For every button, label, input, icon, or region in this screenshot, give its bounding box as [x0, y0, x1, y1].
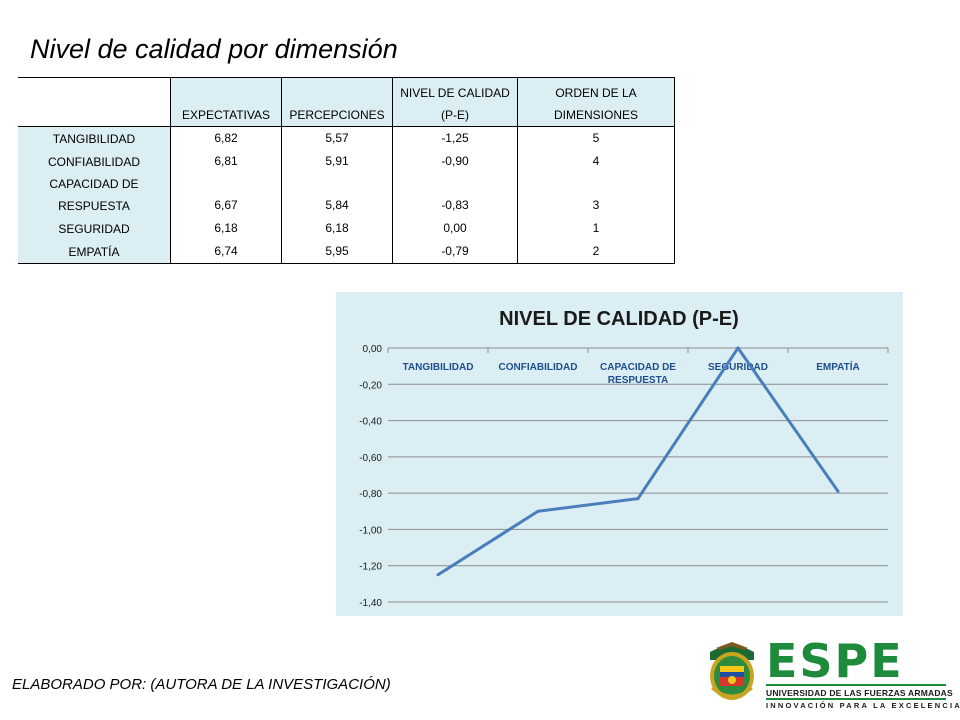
row-name: TANGIBILIDAD [18, 126, 171, 150]
y-tick-label: -0,60 [359, 453, 382, 464]
data-point [736, 346, 740, 350]
data-point [436, 573, 440, 577]
quality-table: EXPECTATIVAS PERCEPCIONES NIVEL DE CALID… [18, 77, 675, 264]
y-tick-label: 0,00 [363, 344, 383, 355]
row-percepciones: 5,57 [281, 126, 393, 150]
espe-logo-tagline: INNOVACIÓN PARA LA EXCELENCIA [766, 698, 960, 710]
row-percepciones: 5,91 [281, 150, 393, 173]
row-expectativas: 6,82 [170, 126, 282, 150]
espe-logo-subtitle: UNIVERSIDAD DE LAS FUERZAS ARMADAS [766, 684, 953, 698]
header-nivel-calidad: NIVEL DE CALIDAD (P-E) [392, 77, 518, 127]
header-orden: ORDEN DE LA DIMENSIONES [517, 77, 675, 127]
row-orden: 1 [517, 217, 675, 240]
chart-series [436, 346, 840, 577]
row-expectativas: 6,67 [170, 173, 282, 217]
row-orden: 3 [517, 173, 675, 217]
x-category-label: CONFIABILIDAD [499, 362, 578, 373]
header-orden-line-1: ORDEN DE LA [555, 86, 637, 100]
header-blank-cell [18, 77, 171, 127]
row-percepciones: 5,95 [281, 240, 393, 264]
header-expectativas: EXPECTATIVAS [170, 77, 282, 127]
x-category-label: SEGURIDAD [708, 362, 768, 373]
row-name: CAPACIDAD DE RESPUESTA [18, 173, 171, 217]
row-name-line-1: CAPACIDAD DE [49, 177, 139, 191]
row-name: CONFIABILIDAD [18, 150, 171, 173]
espe-seal-icon [710, 642, 754, 700]
table-row: EMPATÍA 6,74 5,95 -0,79 2 [18, 240, 675, 264]
row-orden: 4 [517, 150, 675, 173]
row-percepciones: 6,18 [281, 217, 393, 240]
espe-logo: ESPE UNIVERSIDAD DE LAS FUERZAS ARMADAS … [700, 634, 960, 710]
quality-line-chart: NIVEL DE CALIDAD (P-E) 0,00 -0,20 -0,40 -0,… [336, 292, 903, 616]
header-percepciones: PERCEPCIONES [281, 77, 393, 127]
data-point [636, 497, 640, 501]
row-name: EMPATÍA [18, 240, 171, 264]
table-header-row: EXPECTATIVAS PERCEPCIONES NIVEL DE CALID… [18, 77, 675, 127]
row-nivel: -1,25 [392, 126, 518, 150]
data-point [536, 509, 540, 513]
header-nivel-line-1: NIVEL DE CALIDAD [400, 86, 510, 100]
row-orden: 2 [517, 240, 675, 264]
chart-x-axis: TANGIBILIDAD CONFIABILIDAD CAPACIDAD DE RES… [403, 360, 860, 386]
row-name: SEGURIDAD [18, 217, 171, 240]
y-tick-label: -1,20 [359, 562, 382, 573]
chart-y-axis: 0,00 -0,20 -0,40 -0,60 -0,80 -1,00 -1,20 -1,40 [359, 344, 382, 609]
table-row: CAPACIDAD DE RESPUESTA 6,67 5,84 -0,83 3 [18, 173, 675, 217]
y-tick-label: -0,40 [359, 417, 382, 428]
header-orden-line-2: DIMENSIONES [553, 108, 638, 122]
row-nivel: 0,00 [392, 217, 518, 240]
espe-logo-text: ESPE [766, 634, 904, 688]
y-tick-label: -0,80 [359, 489, 382, 500]
row-nivel: -0,79 [392, 240, 518, 264]
x-category-label: EMPATÍA [816, 360, 860, 373]
x-category-label: TANGIBILIDAD [403, 362, 474, 373]
header-nivel-line-2: (P-E) [441, 108, 469, 122]
row-expectativas: 6,81 [170, 150, 282, 173]
footer-credit: ELABORADO POR: (AUTORA DE LA INVESTIGACI… [12, 676, 391, 693]
table-row: SEGURIDAD 6,18 6,18 0,00 1 [18, 217, 675, 240]
table-row: CONFIABILIDAD 6,81 5,91 -0,90 4 [18, 150, 675, 173]
table-row: TANGIBILIDAD 6,82 5,57 -1,25 5 [18, 126, 675, 150]
row-orden: 5 [517, 126, 675, 150]
data-point [836, 489, 840, 493]
page-title: Nivel de calidad por dimensión [30, 34, 398, 64]
chart-title: NIVEL DE CALIDAD (P-E) [499, 308, 739, 330]
row-name-line-2: RESPUESTA [58, 199, 130, 213]
row-expectativas: 6,18 [170, 217, 282, 240]
row-percepciones: 5,84 [281, 173, 393, 217]
chart-gridlines [387, 347, 889, 603]
chart-svg: NIVEL DE CALIDAD (P-E) 0,00 -0,20 -0,40 -0,… [359, 308, 889, 609]
row-expectativas: 6,74 [170, 240, 282, 264]
y-tick-label: -1,40 [359, 598, 382, 609]
row-nivel: -0,83 [392, 173, 518, 217]
y-tick-label: -0,20 [359, 380, 382, 391]
row-nivel: -0,90 [392, 150, 518, 173]
x-category-label: CAPACIDAD DE RESPUESTA [600, 362, 676, 386]
y-tick-label: -1,00 [359, 525, 382, 536]
